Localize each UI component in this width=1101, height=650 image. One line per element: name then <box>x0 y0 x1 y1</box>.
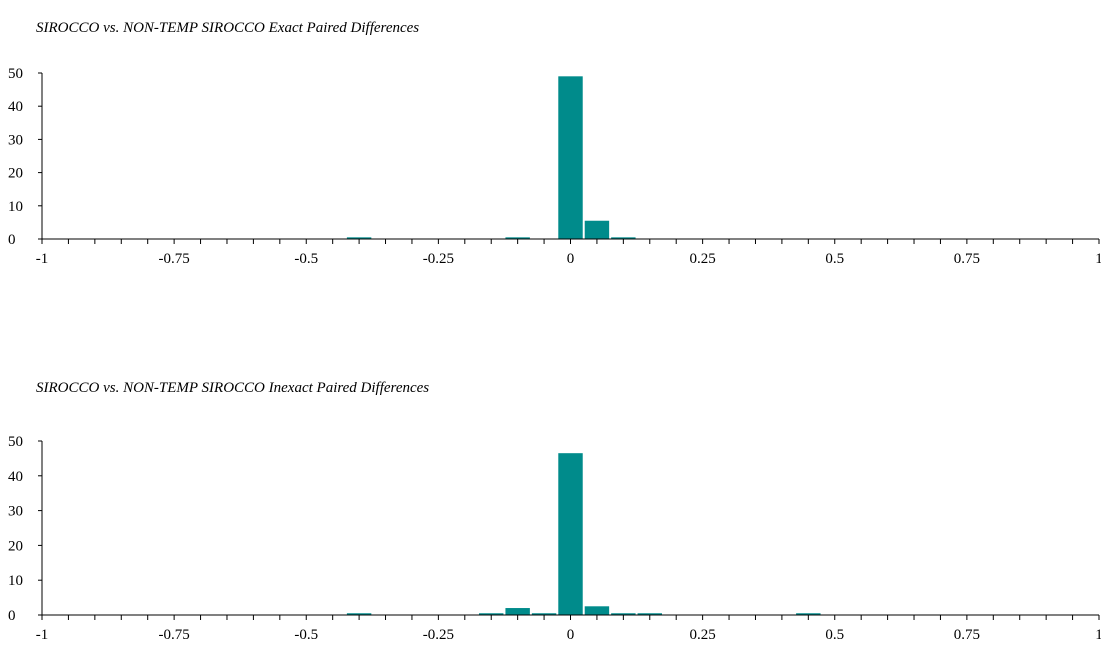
x-tick-label: 0 <box>567 251 575 267</box>
x-tick-label: 0.25 <box>690 627 716 643</box>
histogram-bar <box>479 613 504 615</box>
histogram-bar <box>505 237 530 239</box>
y-tick-label: 20 <box>8 538 23 554</box>
y-tick-label: 20 <box>8 166 23 182</box>
y-tick-label: 50 <box>8 66 23 82</box>
y-tick-label: 40 <box>8 99 23 115</box>
histogram-bar <box>505 608 530 615</box>
x-tick-label: 0.25 <box>690 251 716 267</box>
histogram-bar <box>531 613 557 615</box>
x-tick-label: -0.75 <box>159 627 190 643</box>
histogram-bar <box>558 453 583 615</box>
y-tick-label: 30 <box>8 132 23 148</box>
x-tick-label: 0 <box>567 627 575 643</box>
x-tick-label: -0.25 <box>423 627 454 643</box>
x-tick-label: -0.25 <box>423 251 454 267</box>
histogram-bar <box>558 76 583 239</box>
y-tick-label: 10 <box>8 199 23 215</box>
histogram-bar <box>796 613 821 615</box>
histogram-bar <box>584 606 610 615</box>
histogram-bar <box>346 613 372 615</box>
y-tick-label: 10 <box>8 573 23 589</box>
x-tick-label: 0.5 <box>825 627 844 643</box>
y-tick-label: 0 <box>8 608 16 624</box>
x-tick-label: 0.75 <box>954 627 980 643</box>
x-tick-label: 0.75 <box>954 251 980 267</box>
x-tick-label: -0.5 <box>294 627 318 643</box>
x-tick-label: 0.5 <box>825 251 844 267</box>
x-tick-label: -1 <box>36 251 49 267</box>
x-tick-label: -1 <box>36 627 49 643</box>
y-tick-label: 40 <box>8 469 23 485</box>
x-tick-label: -0.5 <box>294 251 318 267</box>
chart-title: SIROCCO vs. NON-TEMP SIROCCO Inexact Pai… <box>36 380 430 396</box>
histogram-bar <box>346 237 372 239</box>
histogram-bar <box>611 237 636 239</box>
y-tick-label: 30 <box>8 504 23 520</box>
chart-title: SIROCCO vs. NON-TEMP SIROCCO Exact Paire… <box>36 20 420 36</box>
x-tick-label: -0.75 <box>159 251 190 267</box>
y-tick-label: 50 <box>8 434 23 450</box>
histogram-bar <box>584 220 610 239</box>
histogram-bar <box>637 613 662 615</box>
x-tick-label: 1 <box>1095 627 1101 643</box>
y-tick-label: 0 <box>8 232 16 248</box>
x-tick-label: 1 <box>1095 251 1101 267</box>
histogram-bar <box>611 613 636 615</box>
